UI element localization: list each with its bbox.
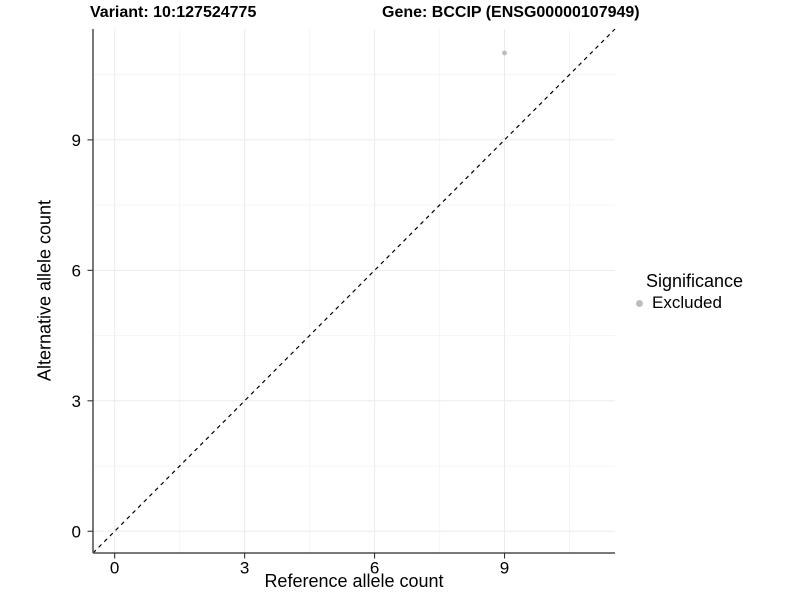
y-tick-label: 0 [72, 522, 81, 541]
data-point [502, 50, 507, 56]
identity-dashed-line [92, 28, 616, 554]
y-tick-label: 9 [72, 131, 81, 150]
gene-title: Gene: BCCIP (ENSG00000107949) [382, 4, 640, 21]
x-tick-label: 0 [110, 559, 119, 578]
x-tick-label: 6 [370, 559, 379, 578]
legend-title: Significance [646, 271, 744, 291]
y-tick-label: 3 [72, 392, 81, 411]
x-tick-label: 3 [240, 559, 249, 578]
y-axis-title: Alternative allele count [34, 199, 55, 382]
x-axis-title: Reference allele count [264, 571, 444, 591]
x-tick-label: 9 [500, 559, 509, 578]
scatter-plot: 0 3 6 9 0 3 6 9 [72, 28, 616, 578]
legend-item-label: Excluded [652, 293, 722, 312]
y-tick-label: 6 [72, 261, 81, 280]
legend-point-icon [636, 299, 643, 307]
legend-item-excluded: Excluded [636, 293, 743, 313]
variant-title: Variant: 10:127524775 [90, 4, 257, 21]
legend: Significance Excluded [630, 271, 743, 313]
